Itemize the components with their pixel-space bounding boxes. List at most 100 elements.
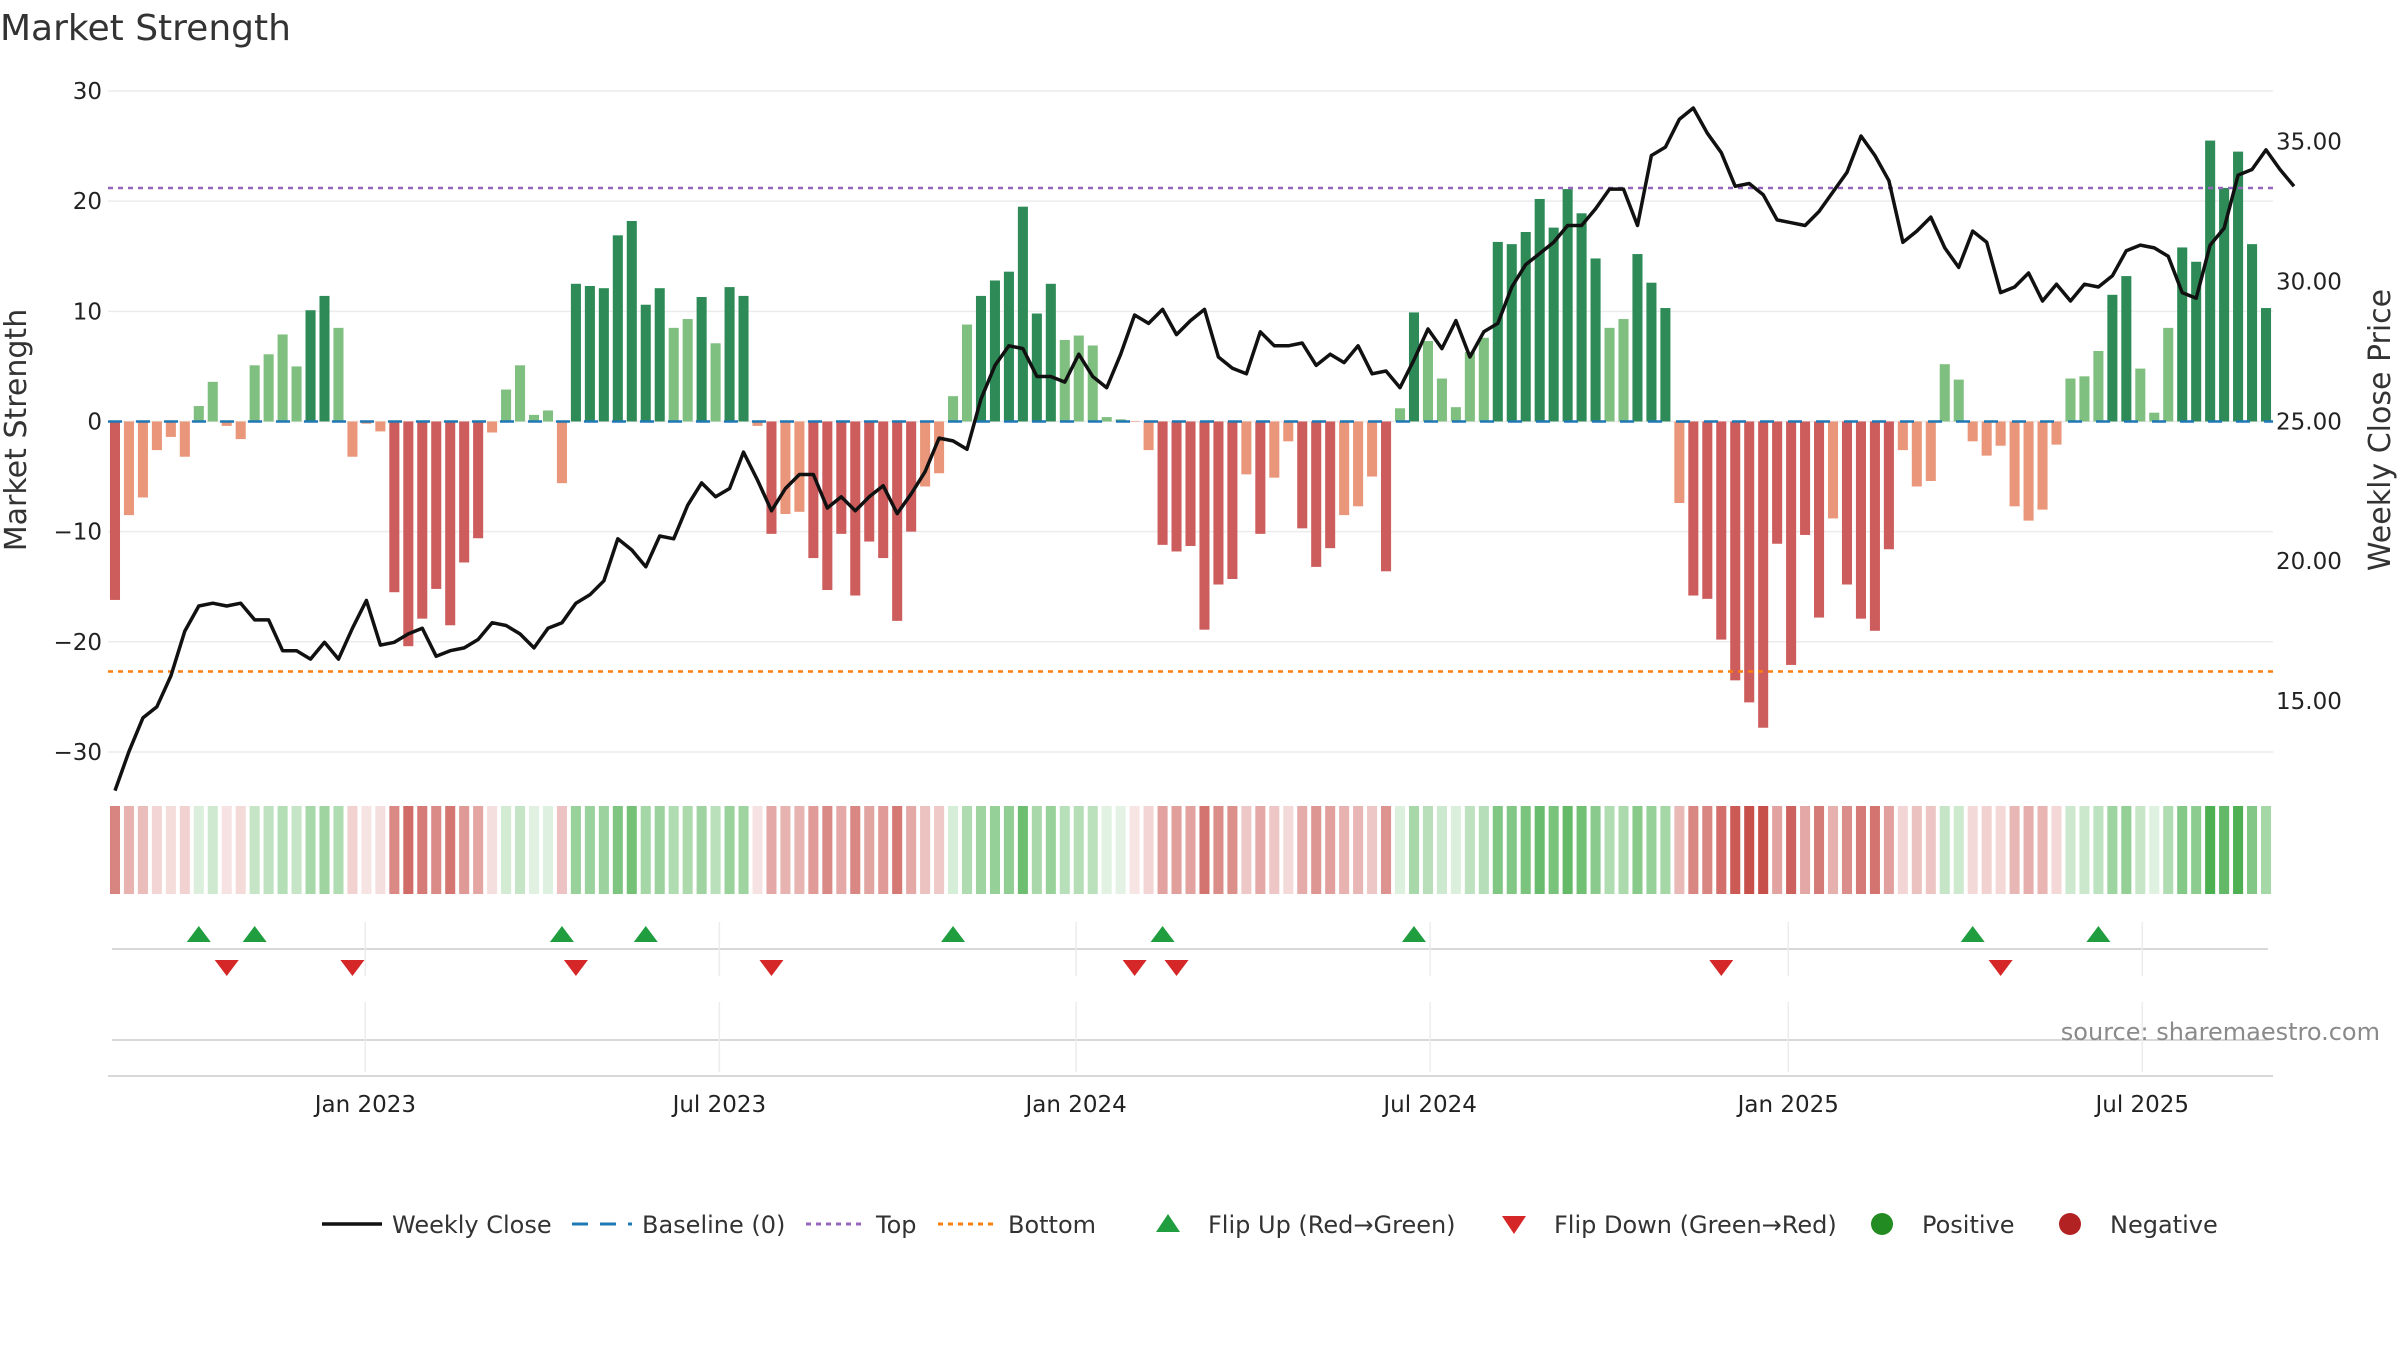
- flip-markers: [112, 926, 2268, 976]
- y2-axis-ticks: 35.00 30.00 25.00 20.00 15.00: [2276, 130, 2342, 716]
- heat-cell: [654, 806, 665, 894]
- strength-bar: [1269, 421, 1280, 478]
- strength-bar: [1045, 283, 1056, 422]
- x-tick-label: Jul 2024: [1381, 1092, 1477, 1118]
- strength-bar: [459, 421, 470, 563]
- heat-cell: [961, 806, 973, 894]
- strength-bar: [1576, 213, 1587, 422]
- strength-bar: [1017, 206, 1028, 422]
- legend-label-flip-up: Flip Up (Red→Green): [1208, 1211, 1456, 1239]
- legend-flip-up-swatch: [1156, 1214, 1180, 1232]
- heat-cell: [2219, 806, 2230, 894]
- strength-bar: [1604, 327, 1615, 422]
- strength-bar: [1171, 421, 1182, 552]
- strength-bar: [934, 421, 945, 474]
- heat-cell: [277, 806, 288, 894]
- heat-cell: [1394, 806, 1406, 894]
- strength-bar: [2191, 261, 2202, 422]
- strength-bar: [2023, 421, 2034, 521]
- heat-cell: [1953, 806, 1964, 894]
- strength-bar: [137, 421, 148, 498]
- heat-cell: [1995, 806, 2006, 894]
- strength-bar: [109, 421, 121, 600]
- heat-cell: [1478, 806, 1489, 894]
- strength-bar: [1255, 421, 1266, 534]
- heat-cell: [1297, 806, 1308, 894]
- heat-cell: [1115, 806, 1126, 894]
- heat-cell: [766, 806, 777, 894]
- strength-bar: [1548, 227, 1559, 422]
- heat-cell: [1730, 806, 1741, 894]
- heat-cell: [934, 806, 945, 894]
- strength-bar: [179, 421, 190, 457]
- strength-bar: [1436, 378, 1447, 422]
- strength-bar: [1073, 335, 1084, 422]
- heat-cell: [1520, 806, 1531, 894]
- heat-cell: [1087, 806, 1098, 894]
- strength-bar: [1786, 421, 1797, 665]
- strength-bar: [263, 354, 274, 422]
- heat-cell: [989, 806, 1000, 894]
- heat-cell: [333, 806, 344, 894]
- heat-cell: [1869, 806, 1880, 894]
- strength-bars: [109, 140, 2272, 728]
- heat-cell: [1059, 806, 1070, 894]
- heat-cell: [1017, 806, 1028, 894]
- strength-bar: [403, 421, 414, 647]
- heat-cell: [836, 806, 847, 894]
- heat-cell: [2233, 806, 2244, 894]
- heat-cell: [459, 806, 470, 894]
- legend-label-negative: Negative: [2110, 1211, 2218, 1239]
- heat-cell: [2260, 806, 2272, 894]
- flip-down-marker: [340, 960, 365, 976]
- strength-bar: [515, 365, 526, 422]
- flip-down-marker: [1709, 960, 1734, 976]
- legend-label-top: Top: [875, 1211, 917, 1239]
- strength-bar: [2093, 350, 2104, 422]
- strength-bar: [836, 421, 847, 534]
- legend-flip-down-swatch: [1502, 1216, 1526, 1234]
- heat-cell: [1506, 806, 1517, 894]
- strength-bar: [584, 285, 595, 422]
- source-label: source: sharemaestro.com: [2061, 1018, 2380, 1046]
- heat-cell: [696, 806, 707, 894]
- strength-bar: [207, 381, 218, 422]
- flip-up-marker: [2086, 926, 2111, 942]
- heat-cell: [1674, 806, 1685, 894]
- heat-cell: [1911, 806, 1922, 894]
- strength-bar: [1716, 421, 1727, 640]
- strength-bar: [612, 235, 623, 422]
- heat-cell: [1618, 806, 1629, 894]
- heat-cell: [1800, 806, 1811, 894]
- strength-bar: [1646, 282, 1657, 422]
- y-axis-ticks: 30 20 10 0 −10 −20 −30: [53, 79, 102, 766]
- heat-cell: [1269, 806, 1280, 894]
- strength-bar: [878, 421, 889, 559]
- heat-cell: [263, 806, 274, 894]
- heat-cell: [1548, 806, 1559, 894]
- heat-cell: [473, 806, 484, 894]
- heat-cell: [1590, 806, 1601, 894]
- strength-bar: [1772, 421, 1783, 544]
- heat-cell: [1660, 806, 1671, 894]
- heat-cell: [1967, 806, 1978, 894]
- heat-cell: [249, 806, 260, 894]
- strength-bar: [906, 421, 917, 532]
- strength-bar: [2233, 151, 2244, 422]
- strength-bar: [1087, 345, 1098, 422]
- heat-cell: [1450, 806, 1461, 894]
- heat-cell: [864, 806, 875, 894]
- heat-cell: [1688, 806, 1699, 894]
- heat-cell: [193, 806, 204, 894]
- strength-bar: [277, 334, 288, 422]
- strength-bar: [1967, 421, 1978, 442]
- heat-cell: [668, 806, 679, 894]
- heat-cell: [948, 806, 959, 894]
- heat-cell: [1367, 806, 1378, 894]
- strength-bar: [892, 421, 903, 621]
- legend: Weekly Close Baseline (0) Top Bottom Flip Up…: [322, 1211, 2218, 1239]
- strength-bar: [1199, 421, 1210, 630]
- strength-bar: [1506, 244, 1517, 422]
- heat-cell: [2247, 806, 2258, 894]
